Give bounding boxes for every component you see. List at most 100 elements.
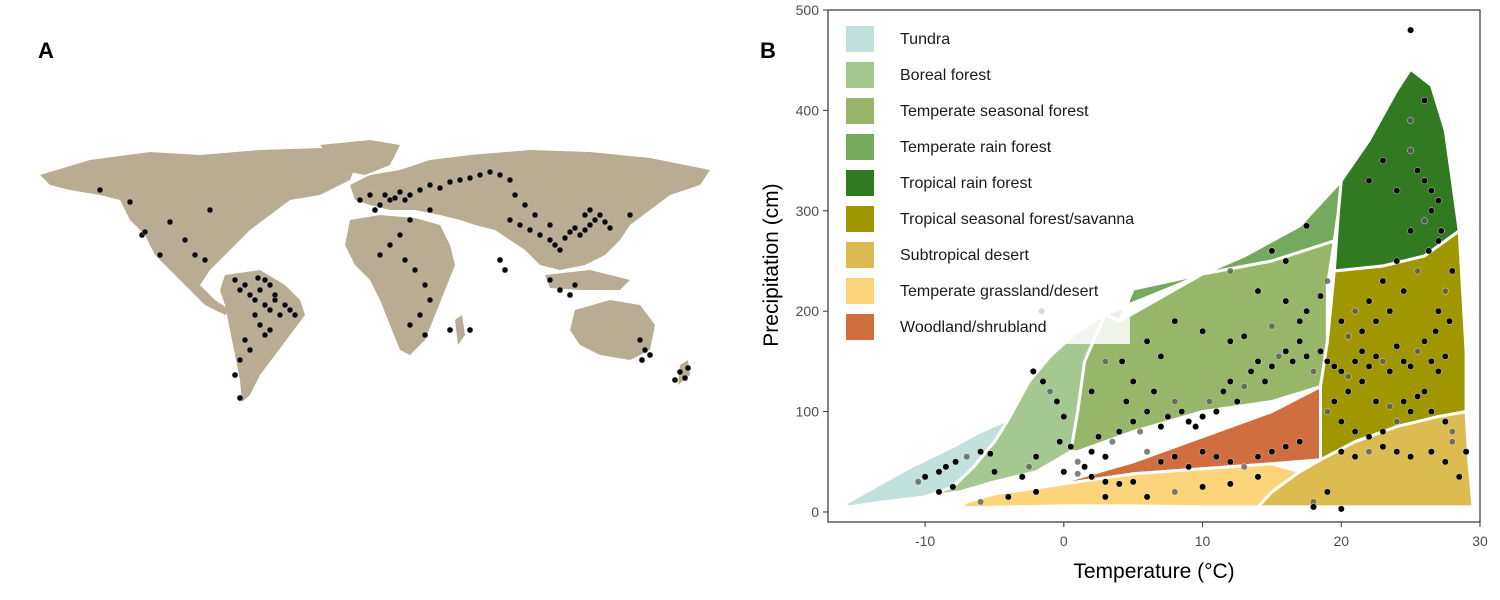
map-site-point [421,281,429,289]
y-tick-label: 400 [796,102,820,118]
data-point [1081,463,1089,471]
data-point [1386,367,1394,375]
data-point [1365,433,1373,441]
data-point [1435,367,1442,375]
data-point [963,453,971,461]
map-site-point [436,184,444,192]
data-point [1254,473,1262,481]
map-site-point [546,221,554,229]
data-point [1171,453,1179,461]
legend-label-tropical-seasonal-forest-savanna: Tropical seasonal forest/savanna [900,211,1134,228]
data-point [1414,393,1422,400]
data-point [1351,428,1359,435]
data-point [1448,438,1456,446]
data-point [1032,453,1040,461]
map-site-point [566,291,574,299]
data-point [1143,408,1151,415]
data-point [1143,448,1151,456]
data-point [1421,97,1428,104]
map-site-point [126,198,134,206]
australia [570,300,655,360]
map-site-point [261,276,269,284]
map-site-point [521,201,529,209]
data-point [949,483,957,491]
data-point [1393,342,1401,350]
biome-regions [843,67,1475,510]
map-site-point [671,376,679,384]
map-site-point [236,394,244,402]
data-point [921,473,929,481]
data-point [1282,297,1290,305]
data-point [1240,332,1248,340]
data-point [1337,317,1345,325]
data-point [1102,478,1109,486]
data-point [1296,317,1304,325]
map-site-point [391,194,399,202]
data-point [1289,357,1297,365]
data-point [1102,357,1109,365]
data-point [1351,307,1359,315]
data-point [935,488,943,496]
data-point [1393,187,1401,195]
data-point [1199,483,1207,491]
data-point [1157,458,1165,466]
map-site-point [506,216,514,224]
data-point [1337,505,1345,513]
data-point [1240,383,1248,390]
data-point [991,468,998,476]
map-site-point [156,251,164,259]
se-asia-islands [545,270,630,290]
data-point [1268,247,1276,255]
data-point [1379,277,1387,285]
data-point [1372,352,1380,360]
data-point [1407,26,1415,34]
data-point [1358,378,1366,385]
data-point [1400,398,1408,405]
data-point [1428,207,1435,215]
map-site-point [254,274,262,282]
map-site-point [406,321,414,329]
data-point [1428,408,1435,415]
data-point [1226,337,1234,345]
map-site-point [571,224,579,232]
map-site-point [166,218,174,226]
data-point [1393,418,1401,425]
data-point [977,498,984,506]
data-point [1379,443,1387,451]
data-point [1441,287,1449,295]
legend-label-temperate-grassland-desert: Temperate grassland/desert [900,283,1099,300]
map-site-point [501,266,509,274]
data-point [1275,352,1283,360]
map-site-point [236,286,244,294]
data-point [1213,453,1220,461]
map-site-point [486,168,494,176]
y-tick-label: 300 [796,203,820,219]
map-site-point [456,176,464,184]
data-point [1213,408,1220,415]
data-point [1435,307,1442,315]
map-site-point [516,221,524,229]
map-site-point [281,301,289,309]
map-site-point [601,218,609,226]
data-point [1386,403,1394,410]
legend-key-tundra [846,26,874,52]
data-point [1379,428,1387,435]
data-point [1233,398,1241,405]
y-tick-label: 200 [796,303,820,319]
map-site-point [536,231,544,239]
data-point [1407,408,1415,415]
data-point [1448,428,1456,435]
data-point [1441,418,1449,425]
legend-label-boreal-forest: Boreal forest [900,67,991,84]
map-site-point [421,331,429,339]
data-point [1317,347,1324,355]
map-site-point [246,291,254,299]
x-tick-label: 30 [1472,533,1488,549]
map-site-point [571,281,579,289]
map-site-point [376,201,384,209]
data-point [914,478,922,486]
data-point [1143,493,1151,501]
data-point [1337,418,1345,425]
map-site-point [556,286,564,294]
data-point [1421,217,1428,225]
